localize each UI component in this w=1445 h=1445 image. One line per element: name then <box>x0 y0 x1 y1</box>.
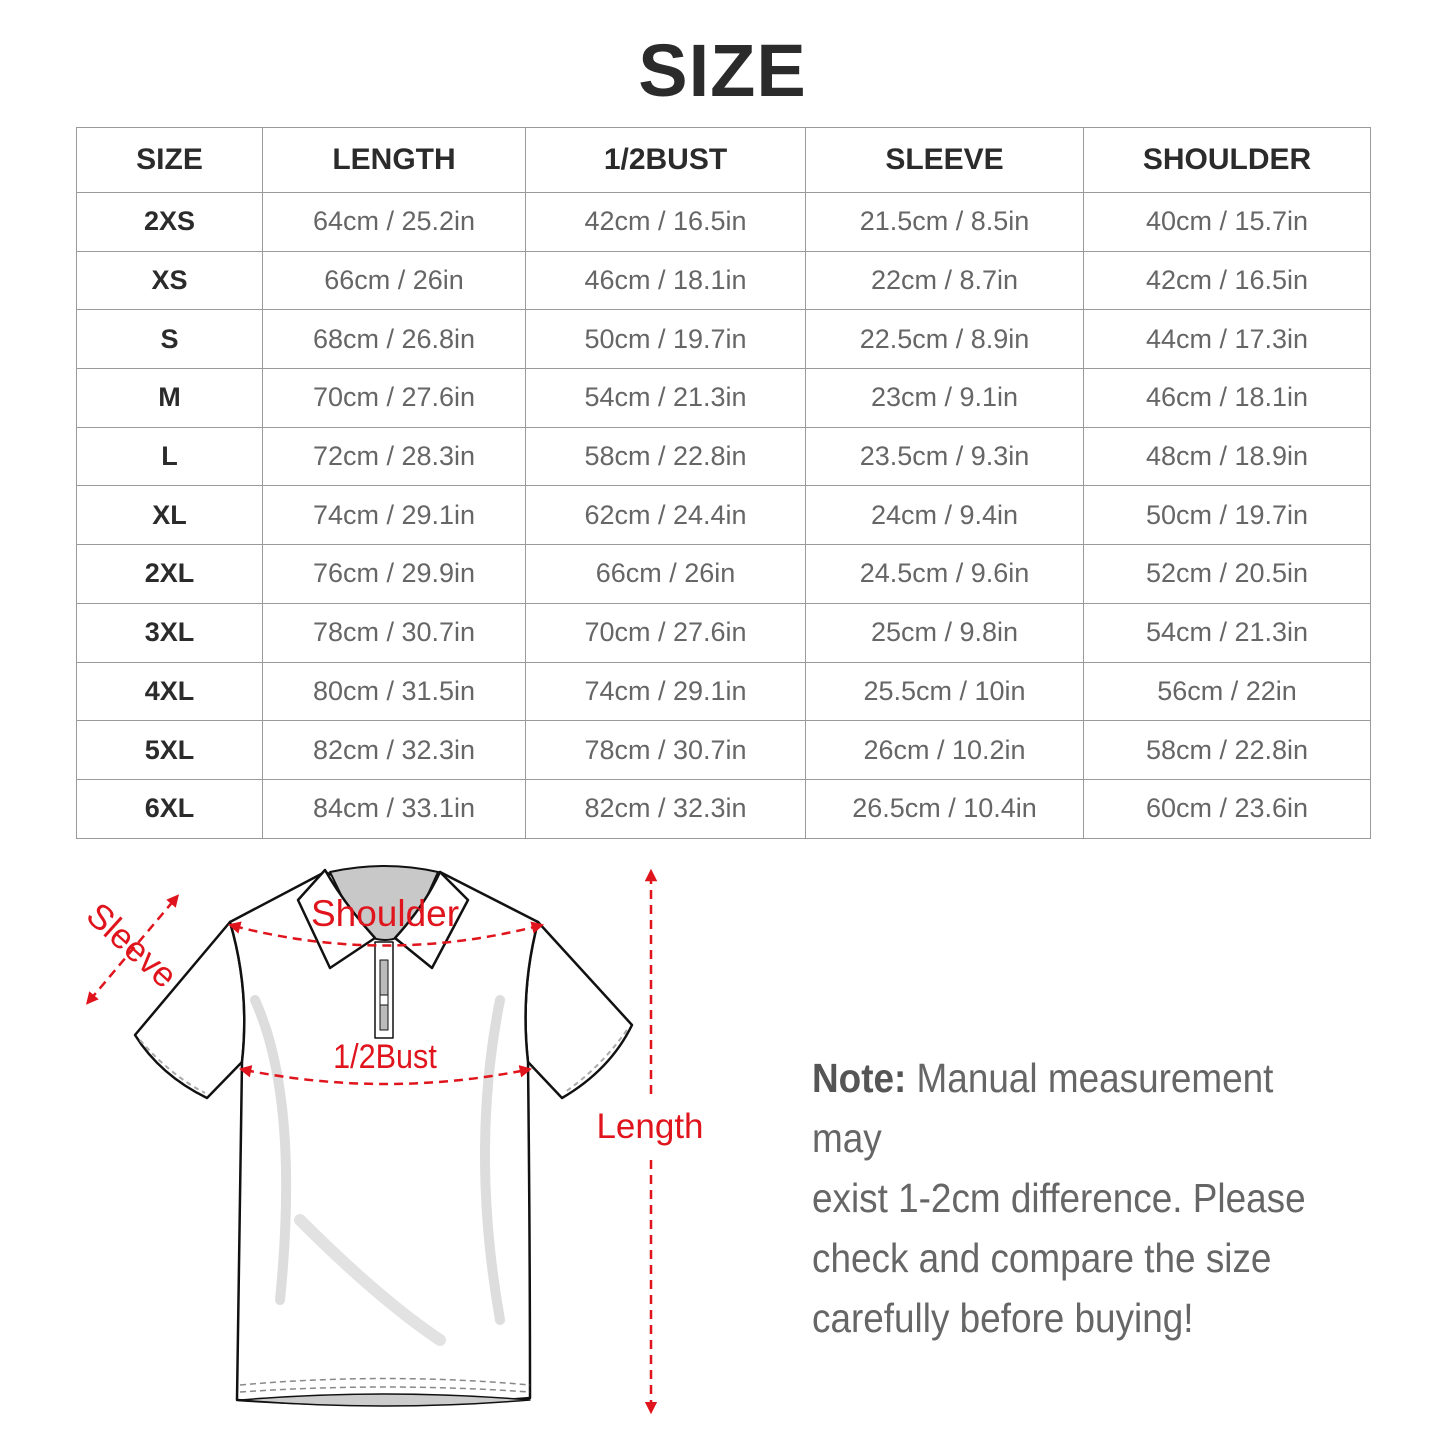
measurement-cell: 50cm / 19.7in <box>1083 485 1371 546</box>
measurement-cell: 78cm / 30.7in <box>262 602 526 663</box>
size-cell: 4XL <box>76 661 263 722</box>
column-header-sleeve: SLEEVE <box>805 127 1084 193</box>
table-row: M 70cm / 27.6in 54cm / 21.3in 23cm / 9.1in 4… <box>76 368 1371 428</box>
table-row: L 72cm / 28.3in 58cm / 22.8in 23.5cm / 9.3i… <box>76 426 1371 487</box>
measurement-cell: 24cm / 9.4in <box>805 485 1084 546</box>
measurement-cell: 82cm / 32.3in <box>262 720 526 780</box>
size-cell: S <box>76 309 263 370</box>
table-row: XS 66cm / 26in 46cm / 18.1in 22cm / 8.7in 42… <box>76 250 1371 311</box>
measurement-cell: 64cm / 25.2in <box>262 192 526 252</box>
measurement-cell: 42cm / 16.5in <box>1083 250 1371 311</box>
measurement-cell: 46cm / 18.1in <box>1083 368 1371 428</box>
measurement-cell: 66cm / 26in <box>525 544 806 604</box>
sleeve-label: Sleeve <box>79 895 185 996</box>
measurement-cell: 60cm / 23.6in <box>1083 778 1371 839</box>
measurement-cell: 25cm / 9.8in <box>805 602 1084 663</box>
measurement-cell: 84cm / 33.1in <box>262 778 526 839</box>
size-cell: 5XL <box>76 720 263 780</box>
measurement-cell: 66cm / 26in <box>262 250 526 311</box>
measurement-cell: 22.5cm / 8.9in <box>805 309 1084 370</box>
measurement-cell: 76cm / 29.9in <box>262 544 526 604</box>
column-header-shoulder: SHOULDER <box>1083 127 1371 193</box>
measurement-cell: 62cm / 24.4in <box>525 485 806 546</box>
measurement-cell: 48cm / 18.9in <box>1083 426 1371 487</box>
measurement-cell: 74cm / 29.1in <box>525 661 806 722</box>
measurement-cell: 56cm / 22in <box>1083 661 1371 722</box>
measurement-cell: 74cm / 29.1in <box>262 485 526 546</box>
measurement-cell: 78cm / 30.7in <box>525 720 806 780</box>
size-cell: XS <box>76 250 263 311</box>
page-title: SIZE <box>638 29 807 112</box>
table-row: 3XL 78cm / 30.7in 70cm / 27.6in 25cm / 9.8i… <box>76 602 1371 663</box>
measurement-cell: 80cm / 31.5in <box>262 661 526 722</box>
measurement-cell: 54cm / 21.3in <box>1083 602 1371 663</box>
measurement-cell: 52cm / 20.5in <box>1083 544 1371 604</box>
measurement-cell: 26.5cm / 10.4in <box>805 778 1084 839</box>
measurement-cell: 25.5cm / 10in <box>805 661 1084 722</box>
table-row: 2XL 76cm / 29.9in 66cm / 26in 24.5cm / 9.6i… <box>76 544 1371 604</box>
size-table: SIZE LENGTH 1/2BUST SLEEVE SHOULDER 2XS 64cm … <box>76 127 1371 839</box>
measurement-cell: 70cm / 27.6in <box>262 368 526 428</box>
measurement-cell: 82cm / 32.3in <box>525 778 806 839</box>
column-header-length: LENGTH <box>262 127 526 193</box>
measurement-cell: 58cm / 22.8in <box>1083 720 1371 780</box>
measurement-cell: 44cm / 17.3in <box>1083 309 1371 370</box>
table-row: 2XS 64cm / 25.2in 42cm / 16.5in 21.5cm / 8.… <box>76 192 1371 252</box>
sleeve-arrow <box>85 894 180 1005</box>
table-row: S 68cm / 26.8in 50cm / 19.7in 22.5cm / 8.9i… <box>76 309 1371 370</box>
column-header-1-2bust: 1/2BUST <box>525 127 806 193</box>
table-header-row: SIZE LENGTH 1/2BUST SLEEVE SHOULDER <box>76 127 1371 193</box>
length-label: Length <box>596 1107 703 1146</box>
measurement-cell: 72cm / 28.3in <box>262 426 526 487</box>
note-label: Note: <box>812 1055 907 1101</box>
bust-label: 1/2Bust <box>333 1038 437 1076</box>
size-cell: M <box>76 368 263 428</box>
polo-shirt-icon <box>133 865 634 1407</box>
measurement-cell: 50cm / 19.7in <box>525 309 806 370</box>
column-header-size: SIZE <box>76 127 263 193</box>
measurement-cell: 21.5cm / 8.5in <box>805 192 1084 252</box>
measurement-cell: 54cm / 21.3in <box>525 368 806 428</box>
measurement-cell: 24.5cm / 9.6in <box>805 544 1084 604</box>
size-cell: 3XL <box>76 602 263 663</box>
measurement-cell: 42cm / 16.5in <box>525 192 806 252</box>
table-row: XL 74cm / 29.1in 62cm / 24.4in 24cm / 9.4in… <box>76 485 1371 546</box>
note-body: Manual measurement may exist 1-2cm diffe… <box>812 1055 1306 1341</box>
measurement-cell: 23cm / 9.1in <box>805 368 1084 428</box>
measurement-cell: 22cm / 8.7in <box>805 250 1084 311</box>
measurement-cell: 40cm / 15.7in <box>1083 192 1371 252</box>
table-row: 5XL 82cm / 32.3in 78cm / 30.7in 26cm / 10.2… <box>76 720 1371 780</box>
table-row: 4XL 80cm / 31.5in 74cm / 29.1in 25.5cm / 10… <box>76 661 1371 722</box>
measurement-cell: 70cm / 27.6in <box>525 602 806 663</box>
shoulder-label: Shoulder <box>311 893 459 934</box>
table-row: 6XL 84cm / 33.1in 82cm / 32.3in 26.5cm / 10… <box>76 778 1371 839</box>
size-cell: XL <box>76 485 263 546</box>
measurement-arrows <box>85 868 658 1415</box>
measurement-cell: 26cm / 10.2in <box>805 720 1084 780</box>
note-text: Note: Manual measurement may exist 1-2cm… <box>812 1048 1352 1348</box>
shoulder-arrow <box>227 921 545 947</box>
bust-arrow <box>238 1065 533 1086</box>
size-cell: 2XS <box>76 192 263 252</box>
